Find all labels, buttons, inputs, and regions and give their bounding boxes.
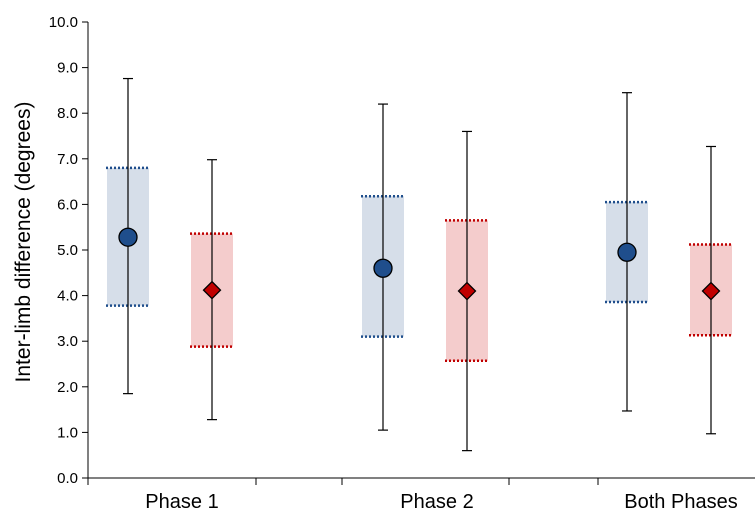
y-tick-label: 8.0: [57, 105, 78, 122]
mean-marker-diamond: [457, 281, 477, 301]
y-tick-label: 4.0: [57, 288, 78, 305]
mean-marker-circle: [118, 227, 138, 247]
y-tick-label: 2.0: [57, 379, 78, 396]
x-category-label: Phase 2: [400, 491, 473, 513]
y-tick-label: 5.0: [57, 242, 78, 259]
y-tick-label: 7.0: [57, 151, 78, 168]
mean-marker-circle: [373, 258, 393, 278]
axes: 0.0 1.0 2.0 3.0 4.0 5.0 6.0 7.0 8.0 9.0 10.0 Phase …: [49, 14, 755, 513]
mean-marker-diamond: [202, 280, 222, 300]
mean-marker-diamond: [701, 281, 721, 301]
y-tick-label: 3.0: [57, 333, 78, 350]
y-tick-label: 1.0: [57, 424, 78, 441]
y-axis-title: Inter-limb difference (degrees): [12, 102, 35, 383]
y-tick-label: 10.0: [49, 14, 78, 31]
y-tick-label: 0.0: [57, 470, 78, 487]
chart-marks: [106, 77, 733, 452]
mean-marker-circle: [617, 242, 637, 262]
x-category-label: Both Phases: [624, 491, 737, 513]
x-category-label: Phase 1: [145, 491, 218, 513]
y-tick-label: 9.0: [57, 60, 78, 77]
y-tick-label: 6.0: [57, 196, 78, 213]
